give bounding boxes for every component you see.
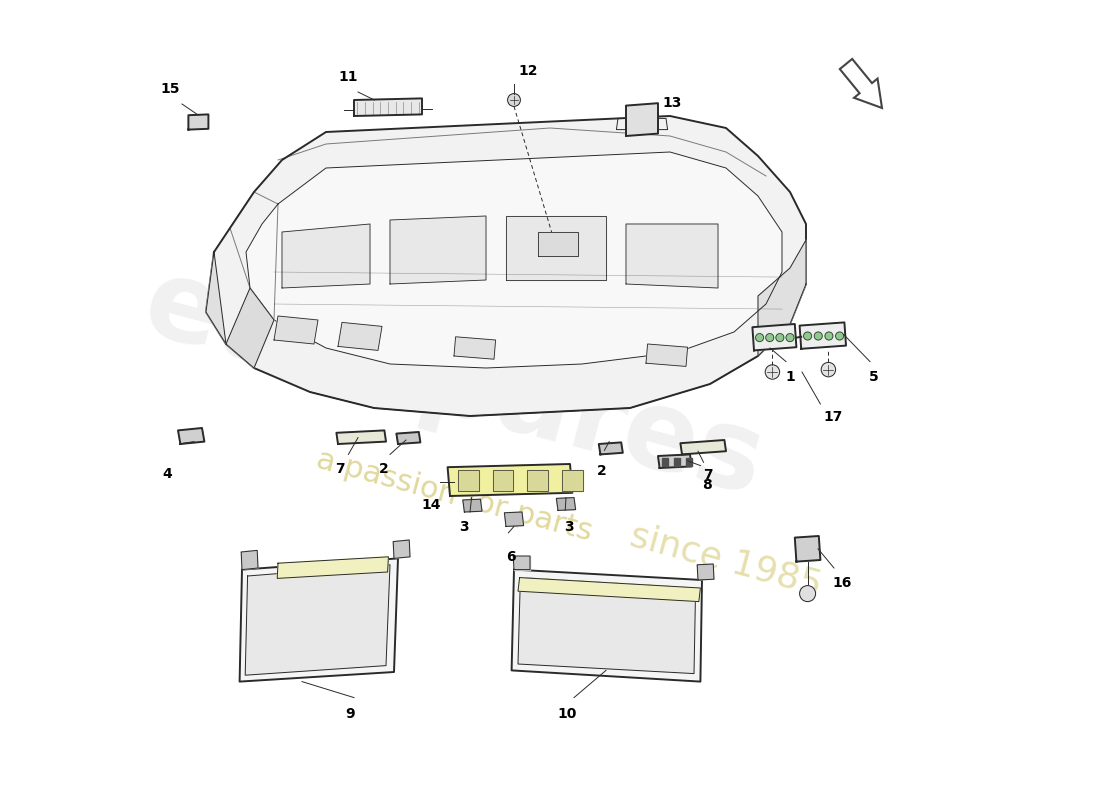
Circle shape (836, 332, 844, 340)
Bar (493, 470, 514, 491)
Circle shape (804, 332, 812, 340)
Circle shape (822, 362, 836, 377)
FancyArrow shape (839, 59, 882, 108)
Polygon shape (514, 556, 530, 570)
Polygon shape (390, 216, 486, 284)
Polygon shape (338, 322, 382, 350)
Polygon shape (518, 578, 695, 674)
Polygon shape (337, 430, 386, 444)
Polygon shape (557, 498, 575, 510)
Text: 14: 14 (421, 498, 441, 512)
Circle shape (776, 334, 784, 342)
Bar (686, 458, 692, 466)
Circle shape (800, 586, 815, 602)
Polygon shape (241, 550, 258, 570)
Polygon shape (463, 499, 482, 512)
Polygon shape (758, 240, 806, 356)
Polygon shape (505, 512, 524, 526)
Bar (493, 470, 514, 491)
Text: 9: 9 (345, 707, 355, 722)
Circle shape (766, 365, 780, 379)
Polygon shape (626, 103, 658, 136)
Text: europares: europares (133, 250, 776, 518)
Polygon shape (282, 224, 370, 288)
Bar (562, 470, 583, 491)
Text: 11: 11 (339, 70, 359, 84)
Circle shape (825, 332, 833, 340)
Text: 4: 4 (163, 467, 173, 481)
Polygon shape (646, 344, 688, 366)
Polygon shape (240, 558, 398, 682)
Polygon shape (188, 114, 208, 130)
Text: 5: 5 (869, 370, 879, 383)
Text: 12: 12 (519, 64, 538, 78)
Polygon shape (697, 564, 714, 580)
Polygon shape (518, 578, 701, 602)
Polygon shape (178, 428, 205, 444)
Polygon shape (512, 570, 702, 682)
Text: 3: 3 (459, 520, 469, 534)
Polygon shape (800, 322, 846, 349)
Polygon shape (658, 454, 692, 468)
Text: 7: 7 (336, 462, 345, 477)
Polygon shape (681, 440, 726, 454)
Polygon shape (538, 232, 578, 256)
Polygon shape (393, 540, 410, 558)
Bar (458, 470, 478, 491)
Polygon shape (448, 464, 572, 496)
Bar (562, 470, 583, 491)
Text: 7: 7 (704, 468, 713, 482)
Bar (527, 470, 548, 491)
Bar (662, 458, 668, 466)
Circle shape (766, 334, 773, 342)
Polygon shape (277, 557, 388, 578)
Text: 17: 17 (824, 410, 843, 424)
Polygon shape (206, 116, 806, 416)
Polygon shape (206, 252, 225, 344)
Bar (674, 458, 680, 466)
Text: a passion for parts: a passion for parts (312, 445, 595, 547)
Circle shape (814, 332, 823, 340)
Text: 2: 2 (597, 464, 607, 478)
Polygon shape (246, 152, 782, 368)
Text: 15: 15 (161, 82, 179, 96)
Text: 16: 16 (833, 576, 851, 590)
Text: 13: 13 (662, 96, 682, 110)
Polygon shape (245, 565, 390, 675)
Text: 8: 8 (702, 478, 712, 493)
Circle shape (756, 334, 763, 342)
Polygon shape (795, 536, 821, 562)
Polygon shape (506, 216, 606, 280)
Polygon shape (752, 324, 796, 350)
Text: since 1985: since 1985 (626, 518, 826, 602)
Text: 2: 2 (378, 462, 388, 477)
Bar (458, 470, 478, 491)
Text: 3: 3 (564, 520, 574, 534)
Polygon shape (274, 316, 318, 344)
Polygon shape (226, 288, 274, 368)
Polygon shape (598, 442, 623, 454)
Text: 1: 1 (785, 370, 795, 383)
Polygon shape (396, 432, 420, 444)
Polygon shape (626, 224, 718, 288)
Polygon shape (454, 337, 496, 359)
Text: 10: 10 (558, 707, 578, 722)
Circle shape (507, 94, 520, 106)
Text: 6: 6 (506, 550, 516, 565)
Polygon shape (354, 98, 422, 116)
Circle shape (786, 334, 794, 342)
Bar (527, 470, 548, 491)
